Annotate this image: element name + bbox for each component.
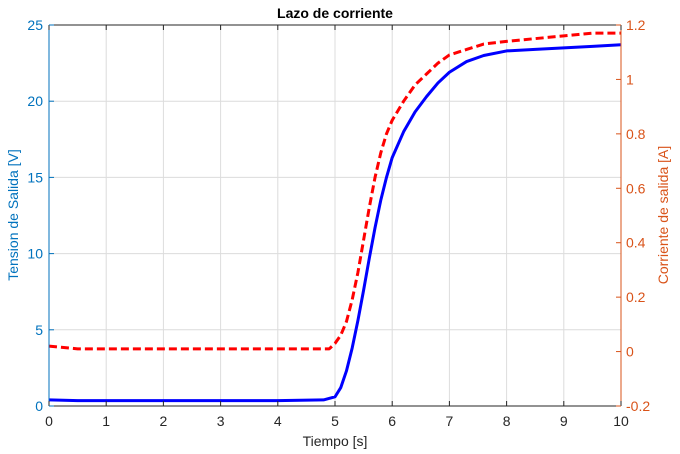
current-series-line	[48, 31, 621, 351]
x-tick-label: 10	[613, 413, 629, 429]
x-tick-label: 4	[274, 413, 282, 429]
y-axis-right-label: Corriente de salida [A]	[655, 146, 671, 285]
series-layer	[48, 31, 622, 403]
x-tick-label: 6	[388, 413, 396, 429]
y-right-tick-label: -0.2	[626, 398, 650, 414]
y-right-tick-label: 0	[626, 344, 634, 360]
y-right-tick-label: 0.6	[626, 180, 646, 196]
x-tick-label: 1	[102, 413, 110, 429]
y-right-tick-label: 0.2	[626, 289, 646, 305]
chart-title: Lazo de corriente	[277, 5, 393, 21]
y-right-tick-label: 0.4	[626, 235, 646, 251]
y-left-tick-label: 5	[35, 322, 43, 338]
x-tick-label: 9	[560, 413, 568, 429]
y-left-tick-label: 15	[27, 169, 43, 185]
y-axis-left-label: Tension de Salida [V]	[5, 149, 21, 281]
x-axis-label: Tiempo [s]	[303, 433, 368, 449]
x-tick-label: 3	[217, 413, 225, 429]
y-left-tick-label: 0	[35, 398, 43, 414]
y-left-tick-label: 10	[27, 246, 43, 262]
x-tick-label: 7	[446, 413, 454, 429]
y-right-tick-label: 1	[626, 71, 634, 87]
x-tick-label: 5	[331, 413, 339, 429]
x-tick-label: 0	[45, 413, 53, 429]
x-tick-label: 8	[503, 413, 511, 429]
y-left-tick-label: 25	[27, 17, 43, 33]
y-right-tick-label: 0.8	[626, 126, 646, 142]
y-left-tick-label: 20	[27, 93, 43, 109]
voltage-series-line	[48, 43, 622, 403]
x-tick-label: 2	[160, 413, 168, 429]
y-right-tick-label: 1.2	[626, 17, 646, 33]
ticks: 0 1 2 3 4 5 6 7 8 9 10 0 5 10 15 20 25 -0.2 0 0.2 0.4 0.6 0.8 1…	[27, 17, 650, 429]
